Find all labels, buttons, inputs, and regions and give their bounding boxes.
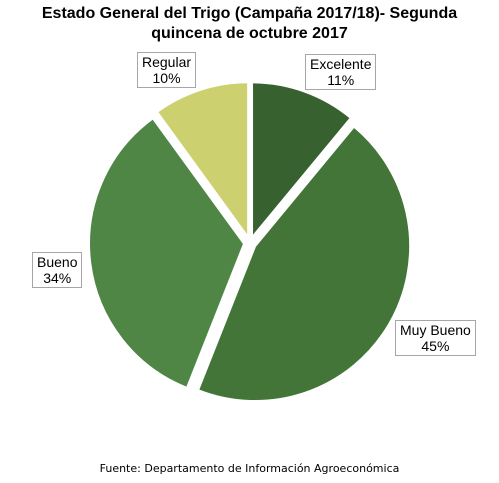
- slice-name-bueno: Bueno: [37, 254, 78, 270]
- chart-title-line2: quincena de octubre 2017: [151, 25, 348, 42]
- slice-value-muy-bueno: 45%: [421, 338, 450, 354]
- slice-label-regular: Regular 10%: [137, 52, 197, 88]
- slice-name-regular: Regular: [142, 54, 192, 70]
- slice-label-bueno: Bueno 34%: [32, 252, 83, 288]
- slice-name-muy-bueno: Muy Bueno: [400, 322, 471, 338]
- slice-value-regular: 10%: [152, 70, 181, 86]
- chart-title: Estado General del Trigo (Campaña 2017/1…: [0, 4, 499, 44]
- chart-title-line1: Estado General del Trigo (Campaña 2017/1…: [41, 5, 458, 22]
- slice-label-muy-bueno: Muy Bueno 45%: [395, 320, 476, 356]
- source-note: Fuente: Departamento de Información Agro…: [99, 462, 400, 475]
- slice-name-excelente: Excelente: [310, 56, 372, 72]
- slice-value-excelente: 11%: [327, 72, 355, 88]
- pie-slice-bueno: [88, 116, 246, 390]
- pie-slice-excelente: [251, 81, 353, 241]
- pie-slice-regular: [155, 81, 250, 241]
- slice-label-excelente: Excelente 11%: [305, 54, 377, 90]
- slice-value-bueno: 34%: [43, 270, 72, 286]
- pie-slice-muy-bueno: [196, 125, 412, 403]
